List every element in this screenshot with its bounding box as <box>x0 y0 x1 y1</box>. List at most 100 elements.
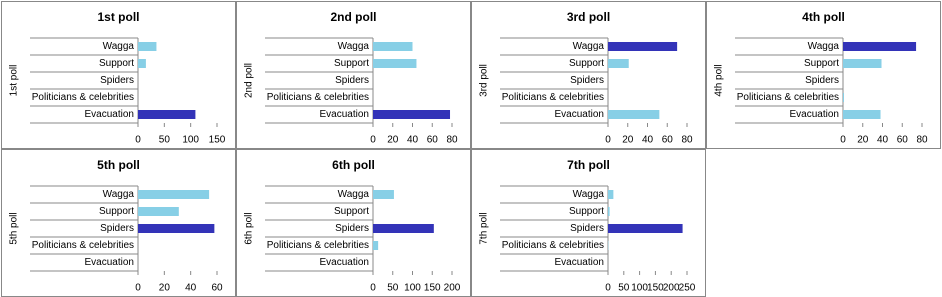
chart-panel: 4th poll 4th poll Wagga Support Spiders Polit… <box>706 1 941 149</box>
y-axis-label: 4th poll <box>714 64 725 96</box>
bar <box>138 224 215 233</box>
category-label: Support <box>569 206 604 217</box>
y-axis-label: 5th poll <box>9 212 20 244</box>
bar <box>843 93 844 102</box>
bar <box>843 110 881 119</box>
bar <box>138 59 146 68</box>
category-label: Evacuation <box>790 109 839 120</box>
bar <box>608 207 610 216</box>
x-tick-label: 20 <box>857 135 869 146</box>
category-label: Evacuation <box>555 109 604 120</box>
x-tick-label: 0 <box>370 135 376 146</box>
chart-panel: 7th poll 7th poll Wagga Support Spiders Polit… <box>471 149 706 297</box>
bar <box>373 241 379 250</box>
x-tick-label: 50 <box>159 135 171 146</box>
x-tick-label: 200 <box>444 283 461 294</box>
category-label: Evacuation <box>85 109 134 120</box>
y-axis-label: 6th poll <box>244 212 255 244</box>
category-label: Spiders <box>100 223 134 234</box>
x-tick-label: 250 <box>679 283 696 294</box>
x-tick-label: 0 <box>605 283 611 294</box>
chart-panel: 5th poll 5th poll Wagga Support Spiders Polit… <box>1 149 236 297</box>
category-label: Evacuation <box>320 109 369 120</box>
category-label: Wagga <box>103 41 135 52</box>
x-tick-label: 150 <box>424 283 441 294</box>
bar <box>608 42 678 51</box>
x-tick-label: 100 <box>182 135 199 146</box>
x-tick-label: 20 <box>159 283 171 294</box>
bar <box>608 190 614 199</box>
category-label: Spiders <box>100 75 134 86</box>
bar <box>138 110 196 119</box>
category-label: Support <box>334 58 369 69</box>
x-tick-label: 60 <box>427 135 439 146</box>
chart-panel: 1st poll 1st poll Wagga Support Spiders Polit… <box>1 1 236 149</box>
panel-border <box>236 149 471 297</box>
panel-border <box>236 1 471 149</box>
category-label: Spiders <box>335 75 369 86</box>
bar <box>608 59 629 68</box>
chart-title: 7th poll <box>567 158 610 172</box>
bar <box>373 59 417 68</box>
y-axis-label: 2nd poll <box>244 63 255 98</box>
panel-border <box>471 1 706 149</box>
x-tick-label: 0 <box>840 135 846 146</box>
category-label: Spiders <box>335 223 369 234</box>
panel-border <box>706 1 941 149</box>
bar <box>373 42 413 51</box>
x-tick-label: 20 <box>387 135 399 146</box>
category-label: Evacuation <box>85 257 134 268</box>
category-label: Support <box>334 206 369 217</box>
panel-border <box>471 149 706 297</box>
category-label: Wagga <box>573 41 605 52</box>
x-tick-label: 20 <box>622 135 634 146</box>
x-tick-label: 80 <box>916 135 928 146</box>
bar <box>608 224 683 233</box>
bar <box>843 59 882 68</box>
category-label: Evacuation <box>320 257 369 268</box>
chart-panel: 6th poll 6th poll Wagga Support Spiders Polit… <box>236 149 471 297</box>
x-tick-label: 80 <box>681 135 693 146</box>
x-tick-label: 60 <box>897 135 909 146</box>
category-label: Spiders <box>805 75 839 86</box>
x-tick-label: 80 <box>446 135 458 146</box>
bar <box>138 207 179 216</box>
category-label: Politicians & celebrities <box>502 92 604 103</box>
chart-title: 3rd poll <box>567 10 610 24</box>
x-tick-label: 40 <box>877 135 889 146</box>
x-tick-label: 200 <box>663 283 680 294</box>
x-tick-label: 50 <box>387 283 399 294</box>
x-tick-label: 60 <box>662 135 674 146</box>
category-label: Evacuation <box>555 257 604 268</box>
x-tick-label: 40 <box>185 283 197 294</box>
category-label: Politicians & celebrities <box>502 240 604 251</box>
bar <box>373 224 434 233</box>
category-label: Wagga <box>573 189 605 200</box>
bar <box>608 110 660 119</box>
chart-panel: 2nd poll 2nd poll Wagga Support Spiders Polit… <box>236 1 471 149</box>
bar <box>373 190 394 199</box>
category-label: Support <box>99 58 134 69</box>
chart-title: 1st poll <box>97 10 139 24</box>
x-tick-label: 0 <box>370 283 376 294</box>
category-label: Spiders <box>570 75 604 86</box>
category-label: Support <box>99 206 134 217</box>
bar <box>138 42 157 51</box>
category-label: Politicians & celebrities <box>267 92 369 103</box>
chart-panel: 3rd poll 3rd poll Wagga Support Spiders Polit… <box>471 1 706 149</box>
category-label: Spiders <box>570 223 604 234</box>
panel-border <box>1 1 236 149</box>
y-axis-label: 7th poll <box>479 212 490 244</box>
chart-title: 4th poll <box>802 10 845 24</box>
x-tick-label: 150 <box>209 135 226 146</box>
x-tick-label: 40 <box>642 135 654 146</box>
category-label: Wagga <box>338 41 370 52</box>
category-label: Wagga <box>103 189 135 200</box>
chart-title: 6th poll <box>332 158 375 172</box>
y-axis-label: 3rd poll <box>479 64 490 97</box>
bar <box>843 42 917 51</box>
category-label: Politicians & celebrities <box>267 240 369 251</box>
category-label: Support <box>804 58 839 69</box>
category-label: Politicians & celebrities <box>737 92 839 103</box>
